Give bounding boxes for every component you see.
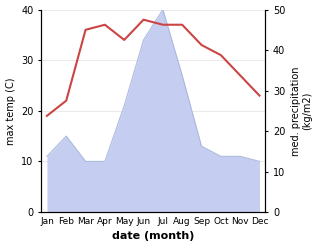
X-axis label: date (month): date (month): [112, 231, 194, 242]
Y-axis label: med. precipitation
(kg/m2): med. precipitation (kg/m2): [291, 66, 313, 156]
Y-axis label: max temp (C): max temp (C): [5, 77, 16, 144]
